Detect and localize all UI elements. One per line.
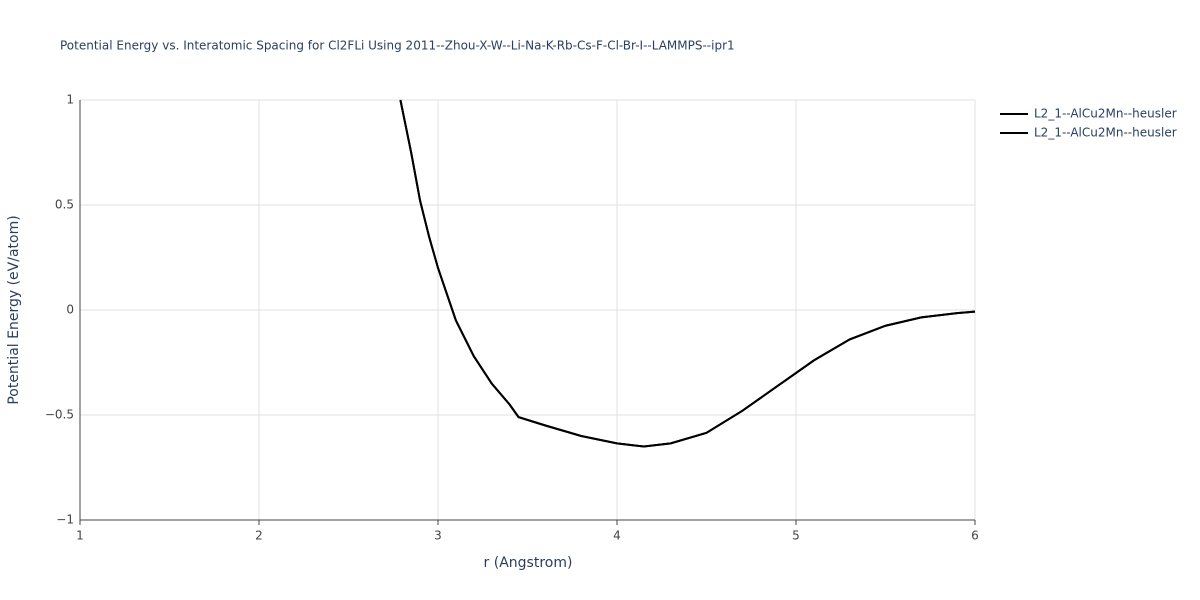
y-tick-label: 1 <box>66 93 74 107</box>
legend-label: L2_1--AlCu2Mn--heusler <box>1034 107 1177 121</box>
legend-label: L2_1--AlCu2Mn--heusler <box>1034 126 1177 140</box>
x-tick-label: 2 <box>255 529 263 543</box>
line-series <box>399 99 976 448</box>
y-tick-label: 0 <box>66 303 74 317</box>
x-tick-label: 1 <box>76 529 84 543</box>
x-axis-title: r (Angstrom) <box>484 555 573 571</box>
line-series <box>399 99 976 448</box>
x-tick-label: 6 <box>971 529 979 543</box>
chart-title: Potential Energy vs. Interatomic Spacing… <box>60 39 735 53</box>
y-tick-label: −0.5 <box>45 408 74 422</box>
y-tick-label: −1 <box>56 513 74 527</box>
x-tick-label: 4 <box>613 529 621 543</box>
x-tick-label: 5 <box>792 529 800 543</box>
y-tick-label: 0.5 <box>55 198 74 212</box>
y-axis-title: Potential Energy (eV/atom) <box>6 215 22 404</box>
x-tick-label: 3 <box>434 529 442 543</box>
